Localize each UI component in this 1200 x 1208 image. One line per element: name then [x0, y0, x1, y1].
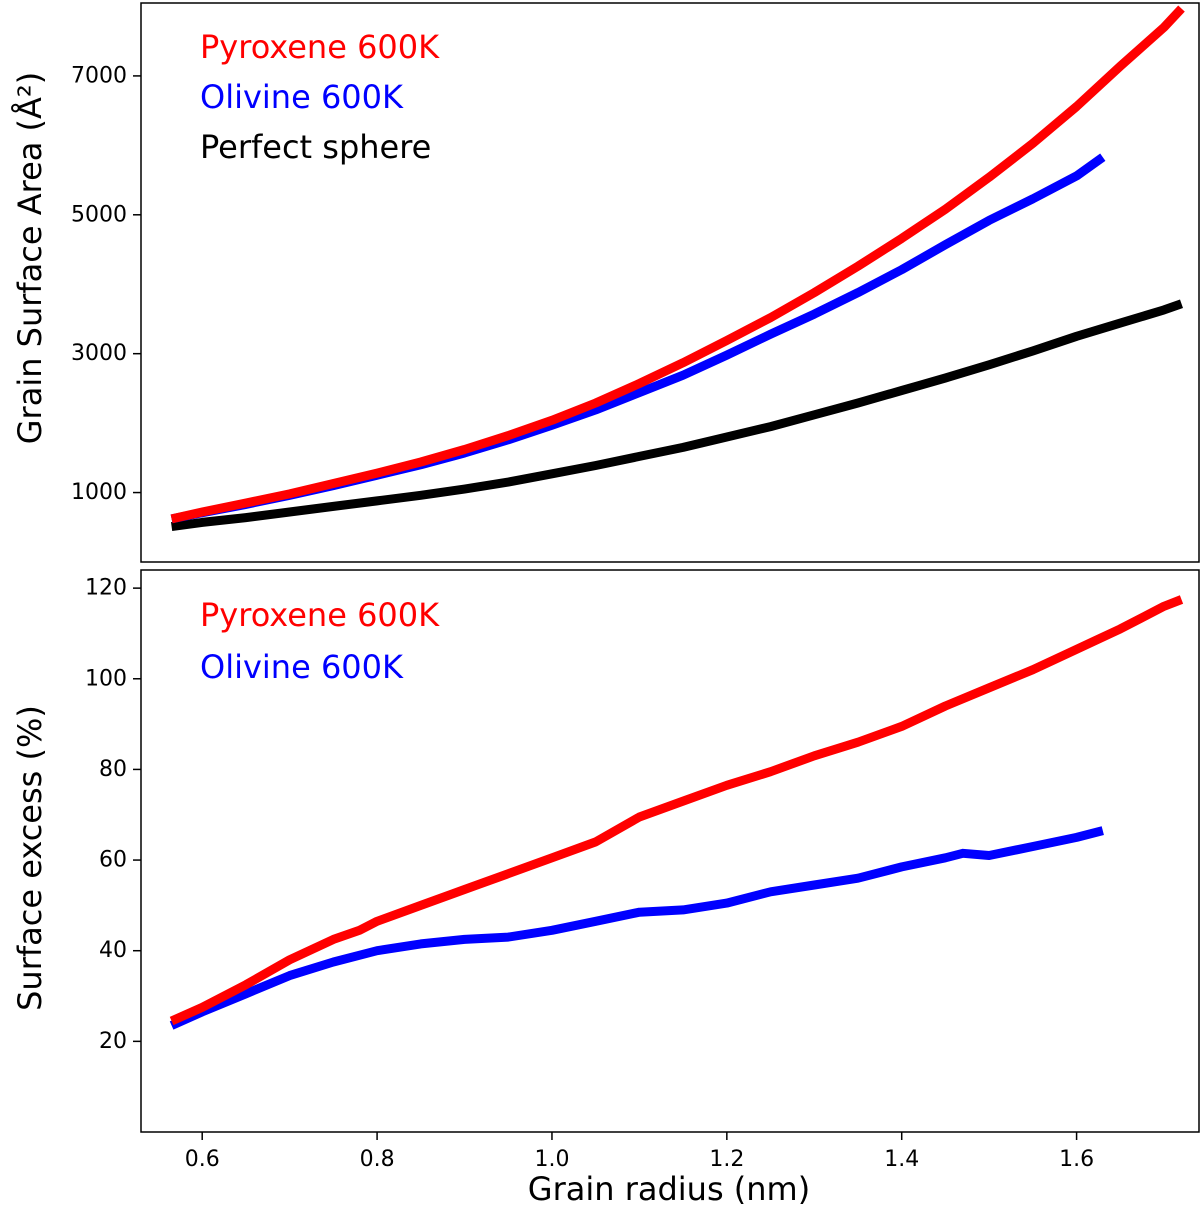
series-line-top-perfect-sphere [170, 299, 1184, 532]
series-line-bottom-olivine-600k [169, 826, 1104, 1030]
y-tick-label-bottom: 80 [99, 757, 127, 782]
legend-top-pyroxene: Pyroxene 600K [200, 28, 440, 66]
x-tick-label: 0.8 [360, 1147, 395, 1172]
x-tick-label: 0.6 [185, 1147, 220, 1172]
y-axis-label-top: Grain Surface Area (Å²) [11, 72, 49, 444]
legend-bottom-pyroxene: Pyroxene 600K [200, 596, 440, 634]
y-tick-label-top: 1000 [71, 480, 127, 505]
y-ticks-top: 1000 3000 5000 7000 [71, 63, 141, 505]
y-ticks-bottom: 20 40 60 80 100 120 [85, 576, 141, 1054]
legend-top-olivine: Olivine 600K [200, 78, 404, 116]
y-tick-label-top: 3000 [71, 341, 127, 366]
series-group-bottom [169, 595, 1184, 1030]
y-tick-label-bottom: 120 [85, 576, 127, 601]
y-tick-label-top: 7000 [71, 63, 127, 88]
series-group-top [170, 5, 1185, 532]
plot-frame-top [140, 2, 1200, 563]
legend-bottom-olivine: Olivine 600K [200, 648, 404, 686]
y-tick-label-bottom: 40 [99, 938, 127, 963]
x-axis-label: Grain radius (nm) [528, 1170, 810, 1208]
series-line-bottom-pyroxene-600k [169, 595, 1184, 1026]
y-tick-label-bottom: 60 [99, 848, 127, 873]
x-tick-label: 1.6 [1059, 1147, 1094, 1172]
y-tick-label-bottom: 20 [99, 1029, 127, 1054]
x-ticks-bottom: 0.6 0.8 1.0 1.2 1.4 1.6 [185, 1132, 1094, 1172]
y-tick-label-top: 5000 [71, 202, 127, 227]
series-line-top-pyroxene-600k [170, 5, 1185, 524]
x-tick-label: 1.4 [884, 1147, 919, 1172]
panel-surface-area: 1000 3000 5000 7000 Grain Surface Area (Å²)… [11, 2, 1200, 563]
y-tick-label-bottom: 100 [85, 666, 127, 691]
x-tick-label: 1.0 [534, 1147, 569, 1172]
panel-surface-excess: 20 40 60 80 100 120 0.6 0.8 1.0 1.2 1.4 1.6 Surfac… [11, 569, 1200, 1208]
legend-top-sphere: Perfect sphere [200, 128, 431, 166]
plot-frame-bottom [140, 569, 1200, 1133]
series-line-top-olivine-600k [170, 153, 1106, 524]
x-tick-label: 1.2 [709, 1147, 744, 1172]
y-axis-label-bottom: Surface excess (%) [11, 705, 49, 1011]
